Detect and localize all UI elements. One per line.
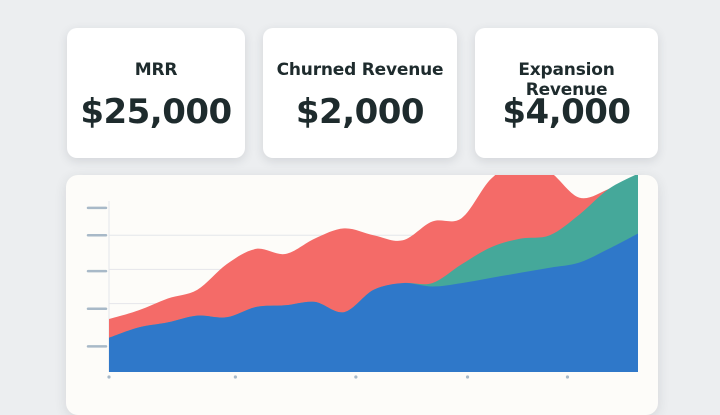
expansion-revenue-card: Expansion Revenue $4,000 [475, 28, 658, 158]
revenue-chart-panel [66, 175, 658, 415]
churned-revenue-label: Churned Revenue [276, 60, 444, 80]
mrr-value: $25,000 [80, 92, 232, 132]
x-tick-mark [465, 375, 470, 379]
x-tick-mark [233, 375, 237, 379]
x-tick-mark [107, 375, 111, 379]
expansion-revenue-value: $4,000 [502, 92, 631, 132]
mrr-card: MRR $25,000 [67, 28, 245, 158]
blue-area [109, 233, 638, 372]
expansion-revenue-label: Expansion Revenue [518, 60, 615, 100]
revenue-area-chart [86, 175, 638, 379]
churned-revenue-card: Churned Revenue $2,000 [263, 28, 457, 158]
x-tick-mark [565, 375, 570, 379]
churned-revenue-value: $2,000 [295, 92, 425, 132]
x-tick-mark [354, 375, 358, 379]
mrr-label: MRR [134, 60, 178, 80]
